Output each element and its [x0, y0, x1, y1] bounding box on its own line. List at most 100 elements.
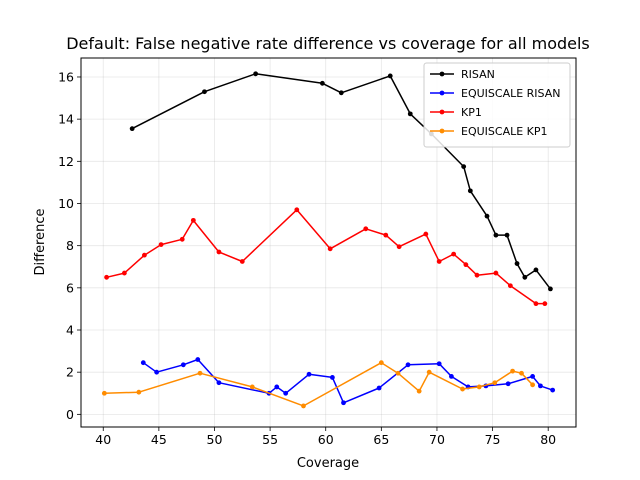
data-point-kp1: [383, 232, 389, 238]
data-point-risan: [461, 164, 467, 169]
tick-layer: 40 45 50 55 60 65 70 75 80 0 2 4 6 8 10 12 14 16: [58, 69, 556, 447]
data-point-equiscale-risan: [341, 400, 346, 406]
x-tick-label: 75: [485, 432, 501, 447]
data-point-equiscale-kp1: [197, 370, 203, 376]
data-point-kp1: [294, 207, 300, 213]
data-point-kp1: [396, 244, 402, 250]
data-point-kp1: [239, 259, 245, 264]
y-tick-label: 12: [58, 154, 74, 169]
data-point-equiscale-kp1: [530, 382, 536, 388]
data-point-risan: [319, 80, 325, 86]
data-point-kp1: [451, 251, 457, 257]
data-point-risan: [484, 213, 490, 219]
data-point-equiscale-kp1: [378, 360, 384, 366]
data-point-risan: [548, 286, 553, 292]
y-tick-label: 2: [66, 365, 74, 380]
data-point-risan: [504, 232, 510, 238]
legend-label: RISAN: [461, 68, 495, 81]
data-point-risan: [129, 126, 135, 132]
data-point-equiscale-risan: [538, 383, 543, 389]
legend: RISAN EQUISCALE RISAN KP1 EQUISCALE KP1: [423, 62, 571, 148]
data-point-equiscale-kp1: [460, 386, 465, 392]
data-point-equiscale-kp1: [301, 403, 306, 409]
y-tick-label: 14: [58, 112, 74, 127]
data-point-equiscale-kp1: [395, 370, 401, 376]
x-tick-label: 40: [95, 432, 111, 447]
legend-label: EQUISCALE KP1: [461, 125, 548, 138]
y-tick-label: 4: [66, 323, 74, 338]
data-point-equiscale-kp1: [101, 390, 107, 396]
data-point-equiscale-risan: [154, 369, 160, 375]
series-equiscale-kp1: [101, 360, 536, 409]
data-point-equiscale-kp1: [492, 380, 498, 386]
data-point-equiscale-kp1: [136, 389, 142, 395]
x-tick-label: 60: [318, 432, 334, 447]
legend-item-equiscale-kp1: EQUISCALE KP1: [430, 125, 548, 138]
data-point-equiscale-risan: [329, 375, 335, 380]
data-point-risan: [407, 111, 413, 117]
data-point-risan: [387, 73, 393, 79]
data-point-risan: [533, 267, 539, 273]
data-point-equiscale-kp1: [476, 384, 482, 390]
data-point-equiscale-risan: [216, 380, 222, 386]
data-point-kp1: [423, 231, 429, 237]
data-point-equiscale-kp1: [249, 384, 255, 390]
data-point-risan: [338, 90, 344, 96]
data-point-kp1: [190, 217, 196, 223]
y-axis-title: Difference: [33, 208, 48, 275]
legend-swatch-marker: [439, 71, 445, 77]
y-tick-label: 0: [66, 407, 74, 422]
chart-title: Default: False negative rate difference …: [66, 34, 590, 53]
series-line-kp1: [106, 209, 545, 305]
legend-label: EQUISCALE RISAN: [461, 87, 561, 100]
data-point-risan: [253, 71, 259, 77]
data-point-kp1: [216, 249, 222, 255]
data-point-kp1: [179, 236, 185, 242]
series-kp1: [104, 207, 548, 307]
x-tick-label: 55: [262, 432, 278, 447]
legend-swatch-marker: [439, 90, 445, 96]
data-point-equiscale-risan: [306, 371, 312, 377]
data-point-kp1: [507, 283, 513, 289]
x-tick-label: 70: [429, 432, 445, 447]
data-point-kp1: [436, 259, 442, 264]
data-point-kp1: [104, 274, 109, 280]
data-point-equiscale-kp1: [519, 370, 524, 376]
data-point-equiscale-risan: [180, 362, 186, 368]
legend-label: KP1: [461, 106, 482, 119]
x-tick-label: 65: [373, 432, 389, 447]
data-point-kp1: [327, 246, 333, 252]
x-tick-label: 45: [151, 432, 167, 447]
data-point-equiscale-risan: [436, 361, 442, 367]
data-point-equiscale-risan: [274, 384, 280, 390]
data-point-equiscale-kp1: [510, 368, 515, 374]
data-point-equiscale-risan: [449, 373, 454, 379]
x-tick-label: 80: [540, 432, 556, 447]
data-point-kp1: [533, 301, 539, 307]
x-tick-label: 50: [207, 432, 223, 447]
data-point-kp1: [121, 270, 127, 276]
legend-swatch-marker: [439, 128, 445, 134]
data-point-kp1: [493, 270, 499, 276]
data-point-kp1: [463, 262, 469, 268]
data-point-kp1: [158, 242, 164, 248]
data-point-equiscale-risan: [550, 387, 556, 393]
data-point-kp1: [542, 301, 548, 307]
data-point-equiscale-risan: [405, 362, 411, 368]
data-point-equiscale-risan: [530, 373, 536, 379]
data-point-risan: [514, 261, 520, 266]
y-tick-label: 16: [58, 69, 74, 84]
data-point-risan: [493, 232, 499, 238]
y-tick-label: 10: [58, 196, 74, 211]
data-point-kp1: [474, 272, 480, 278]
data-point-kp1: [363, 226, 369, 232]
legend-frame: [423, 62, 571, 148]
data-point-equiscale-risan: [140, 360, 146, 366]
data-point-equiscale-risan: [195, 357, 201, 362]
plot-frame: [80, 57, 577, 428]
data-point-equiscale-kp1: [416, 388, 422, 394]
x-axis-title: Coverage: [297, 456, 359, 471]
data-point-risan: [467, 188, 473, 194]
